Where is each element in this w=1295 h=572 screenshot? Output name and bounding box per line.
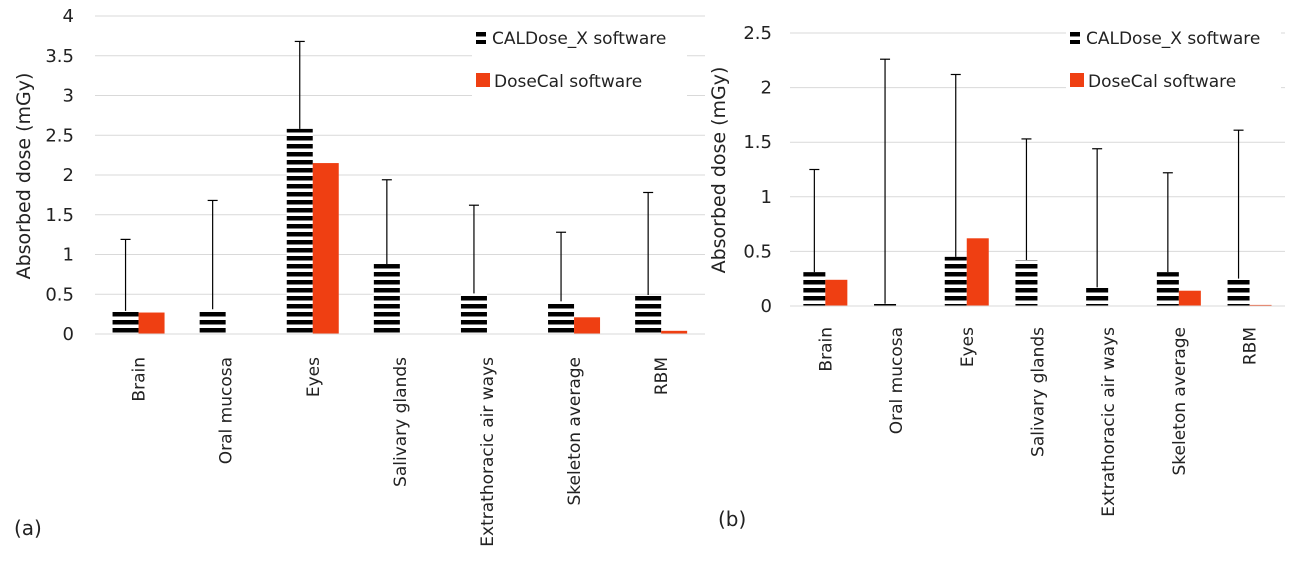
chart-a-category-label: RBM — [652, 357, 672, 395]
chart-a-legend-label-dosecal: DoseCal software — [494, 72, 642, 92]
chart-b-ytick-label: 2 — [761, 78, 772, 99]
chart-a-legend-swatch-dosecal — [476, 73, 490, 87]
chart-b-bar-caldose — [1227, 278, 1250, 306]
chart-a-ytick-label: 3 — [63, 86, 74, 107]
chart-b-bar-caldose — [1086, 287, 1109, 306]
chart-b-legend-swatch-caldose — [1070, 32, 1080, 44]
chart-b-category-label: Skeleton average — [1170, 327, 1190, 476]
chart-a-category-label: Eyes — [304, 357, 324, 397]
chart-b-ytick-label: 1 — [761, 187, 772, 208]
chart-a-ytick-label: 4 — [63, 6, 74, 27]
chart-b-category-label: Extrathoracic air ways — [1099, 327, 1119, 517]
chart-a-panel-label: (a) — [14, 516, 42, 540]
chart-b-bar-caldose — [1015, 260, 1038, 306]
chart-a-bar-caldose — [199, 309, 226, 334]
chart-b-legend-label-caldose: CALDose_X software — [1086, 29, 1260, 49]
chart-a-bar-dosecal — [138, 312, 165, 334]
chart-a-ytick-label: 1 — [63, 245, 74, 266]
chart-b-bar-dosecal — [1178, 290, 1201, 306]
chart-b-bar-caldose — [874, 303, 897, 306]
chart-b-bar-caldose — [803, 272, 826, 306]
chart-b-ytick-label: 0 — [761, 296, 772, 317]
chart-b-ytick-label: 1.5 — [743, 132, 772, 153]
chart-a-ytick-label: 1.5 — [45, 205, 74, 226]
chart-a-category-label: Skeleton average — [565, 357, 585, 506]
chart-b-bar-dosecal — [966, 238, 989, 306]
chart-a-category-label: Oral mucosa — [217, 357, 237, 464]
chart-a-legend-bg — [472, 18, 687, 103]
chart-b-bar-dosecal — [825, 279, 848, 306]
chart-a: 0 0.5 1 1.5 2 2.5 3 3.5 4 Brain Oral mucosa Eyes Sal… — [45, 6, 705, 547]
chart-a-bar-dosecal — [574, 317, 601, 334]
chart-a-ytick-label: 0.5 — [45, 284, 74, 305]
chart-b-ytick-label: 0.5 — [743, 241, 772, 262]
chart-b-category-label: Eyes — [958, 327, 978, 367]
chart-a-legend-label-caldose: CALDose_X software — [492, 29, 666, 49]
chart-a-category-label: Brain — [130, 357, 150, 402]
chart-a-legend-swatch-caldose — [476, 32, 486, 44]
chart-b-ylabel: Absorbed dose (mGy) — [708, 67, 730, 274]
chart-a-bar-caldose — [460, 293, 487, 334]
chart-a-category-label: Extrathoracic air ways — [478, 357, 498, 547]
chart-b-category-label: RBM — [1241, 327, 1261, 365]
chart-b-panel-label: (b) — [718, 507, 746, 531]
chart-a-bar-caldose — [373, 264, 400, 334]
chart-a-ytick-label: 0 — [63, 324, 74, 345]
chart-a-ytick-label: 3.5 — [45, 46, 74, 67]
chart-b-ytick-label: 2.5 — [743, 23, 772, 44]
chart-b-category-label: Oral mucosa — [887, 327, 907, 434]
chart-a-bar-dosecal — [312, 163, 339, 334]
chart-a-ylabel: Absorbed dose (mGy) — [13, 73, 35, 280]
chart-b-bar-caldose — [1156, 272, 1179, 306]
chart-b-legend-swatch-dosecal — [1070, 73, 1084, 87]
chart-a-bar-caldose — [112, 310, 139, 334]
chart-a-bar-caldose — [548, 301, 575, 334]
chart-b-legend-label-dosecal: DoseCal software — [1088, 72, 1236, 92]
chart-b-category-label: Brain — [816, 327, 836, 372]
chart-a-ytick-label: 2 — [63, 165, 74, 186]
chart-a-ytick-label: 2.5 — [45, 125, 74, 146]
chart-a-category-label: Salivary glands — [391, 357, 411, 487]
chart-b-bar-caldose — [944, 256, 967, 306]
chart-a-bar-caldose — [286, 128, 313, 334]
chart-a-bar-dosecal — [661, 330, 688, 334]
chart-b-category-label: Salivary glands — [1028, 327, 1048, 457]
chart-b-legend-bg — [1066, 18, 1281, 103]
chart-b: 0 0.5 1 1.5 2 2.5 Brain Oral mucosa Eyes Salivary… — [743, 18, 1285, 517]
chart-a-bar-caldose — [635, 295, 662, 334]
